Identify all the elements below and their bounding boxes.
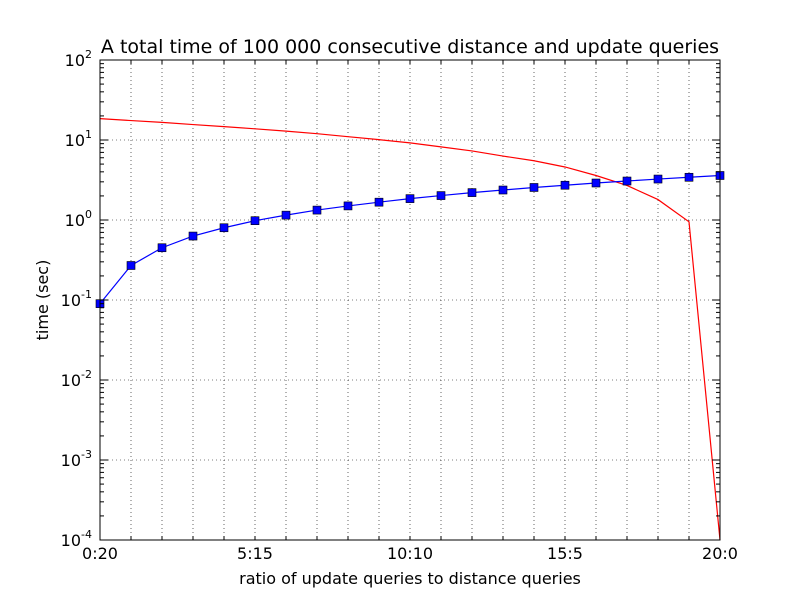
grid xyxy=(100,60,720,540)
y-tick-label: 10-1 xyxy=(61,288,92,310)
data-point-marker xyxy=(126,261,136,270)
data-point-marker xyxy=(684,172,694,182)
data-point-marker xyxy=(281,210,291,220)
y-tick-label: 10-4 xyxy=(61,528,92,550)
data-point-marker xyxy=(591,178,601,188)
chart-title: A total time of 100 000 consecutive dist… xyxy=(101,36,719,58)
y-tick-label: 102 xyxy=(65,48,92,70)
data-point-marker xyxy=(529,183,539,192)
y-tick-label: 10-2 xyxy=(61,368,92,390)
data-point-marker xyxy=(467,188,477,197)
data-point-marker xyxy=(405,194,415,203)
data-point-marker xyxy=(374,197,384,207)
x-tick-label: 5:15 xyxy=(237,544,273,563)
data-point-marker xyxy=(188,231,198,241)
y-tick-label: 100 xyxy=(65,208,92,230)
x-tick-label: 15:5 xyxy=(547,544,583,563)
x-tick-label: 10:10 xyxy=(387,544,433,563)
data-point-marker xyxy=(250,216,260,226)
data-point-marker xyxy=(343,201,353,211)
x-tick-label: 20:0 xyxy=(702,544,738,563)
x-axis-label: ratio of update queries to distance quer… xyxy=(239,569,581,588)
data-point-marker xyxy=(560,180,570,190)
data-point-marker xyxy=(312,205,322,215)
y-tick-label: 101 xyxy=(65,128,92,150)
y-tick-label: 10-3 xyxy=(61,448,92,470)
ticks: 10-4 10-3 10-2 10-1 100 101 102 0:20 5:15 10:10 15… xyxy=(61,48,738,563)
data-point-marker xyxy=(219,223,229,233)
data-point-marker xyxy=(622,176,632,186)
data-point-marker xyxy=(653,174,663,184)
y-axis-label: time (sec) xyxy=(33,260,52,341)
data-point-marker xyxy=(436,191,446,200)
data-point-marker xyxy=(157,243,167,253)
x-tick-label: 0:20 xyxy=(82,544,118,563)
data-point-marker xyxy=(498,185,508,195)
